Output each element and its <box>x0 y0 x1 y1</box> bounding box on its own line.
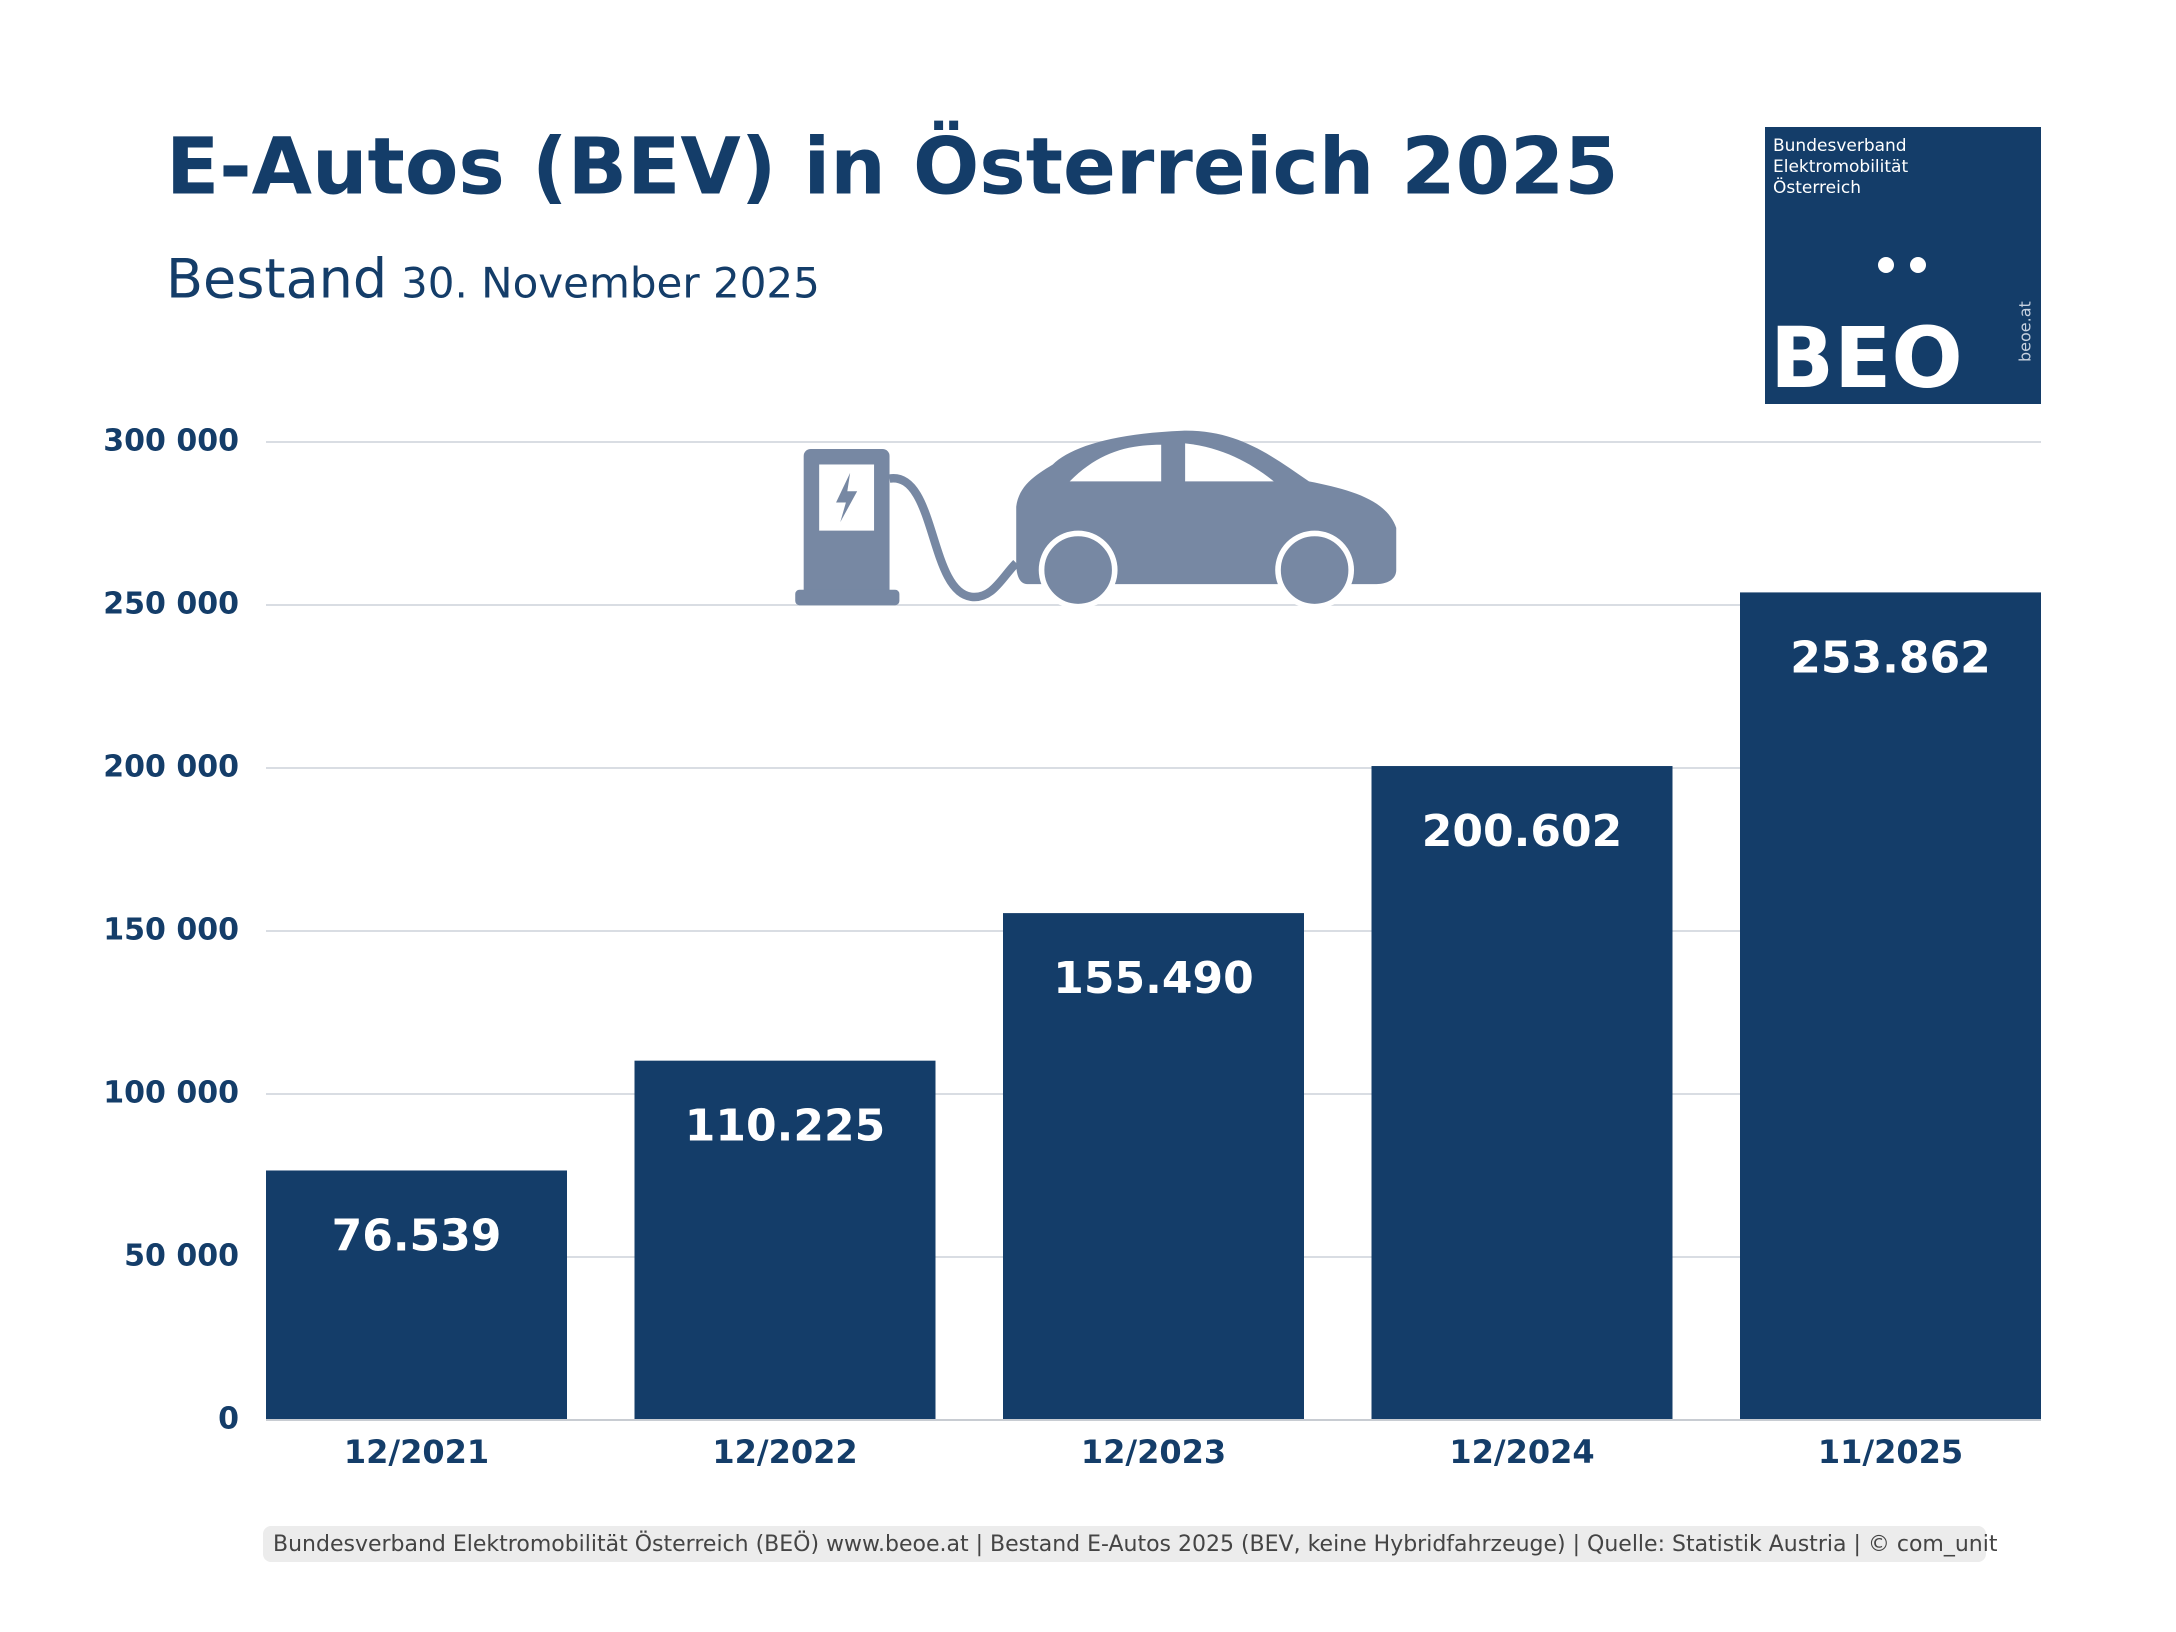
logo-dot <box>1910 257 1926 273</box>
bar <box>1371 766 1673 1420</box>
bar <box>266 1170 567 1420</box>
logo-line: Bundesverband <box>1773 136 1907 156</box>
logo-url: beoe.at <box>2016 301 2035 362</box>
logo: Bundesverband Elektromobilität Österreic… <box>1765 127 2041 407</box>
y-tick-label: 100 000 <box>103 1076 239 1111</box>
logo-line: Österreich <box>1773 176 1861 198</box>
bar <box>1003 913 1304 1420</box>
x-tick-label: 12/2023 <box>1081 1433 1226 1471</box>
value-label: 253.862 <box>1790 632 1990 683</box>
logo-brand: BEO <box>1770 309 1963 407</box>
logo-dot <box>1878 257 1894 273</box>
y-tick-label: 300 000 <box>103 424 239 459</box>
value-label: 110.225 <box>685 1101 885 1152</box>
x-tick-label: 12/2024 <box>1449 1433 1594 1471</box>
value-label: 76.539 <box>332 1210 502 1261</box>
y-tick-label: 50 000 <box>124 1239 239 1274</box>
y-tick-label: 200 000 <box>103 750 239 785</box>
bar <box>634 1060 936 1420</box>
chart-title: E-Autos (BEV) in Österreich 2025 <box>166 120 1618 212</box>
footer-source: Bundesverband Elektromobilität Österreic… <box>273 1531 1998 1557</box>
value-label: 200.602 <box>1422 806 1622 857</box>
chart-date: 30. November 2025 <box>401 259 820 308</box>
x-tick-label: 11/2025 <box>1818 1433 1963 1471</box>
logo-line: Elektromobilität <box>1773 157 1908 177</box>
cable <box>888 474 1020 602</box>
wheel <box>1275 530 1355 610</box>
pump-base <box>795 589 900 606</box>
y-tick-label: 0 <box>218 1402 239 1437</box>
bar <box>1740 592 2041 1420</box>
x-tick-label: 12/2021 <box>344 1433 489 1471</box>
y-tick-label: 250 000 <box>103 587 239 622</box>
wheel <box>1038 530 1118 610</box>
logo-box <box>1765 127 2041 404</box>
car-icon <box>795 430 1397 610</box>
bolt <box>836 472 858 523</box>
car-window <box>1069 444 1162 482</box>
car-window <box>1185 443 1274 482</box>
x-tick-label: 12/2022 <box>712 1433 857 1471</box>
footer-box <box>263 1526 1986 1562</box>
y-tick-label: 150 000 <box>103 913 239 948</box>
value-label: 155.490 <box>1053 953 1253 1004</box>
chart-subtitle: Bestand <box>166 248 387 311</box>
